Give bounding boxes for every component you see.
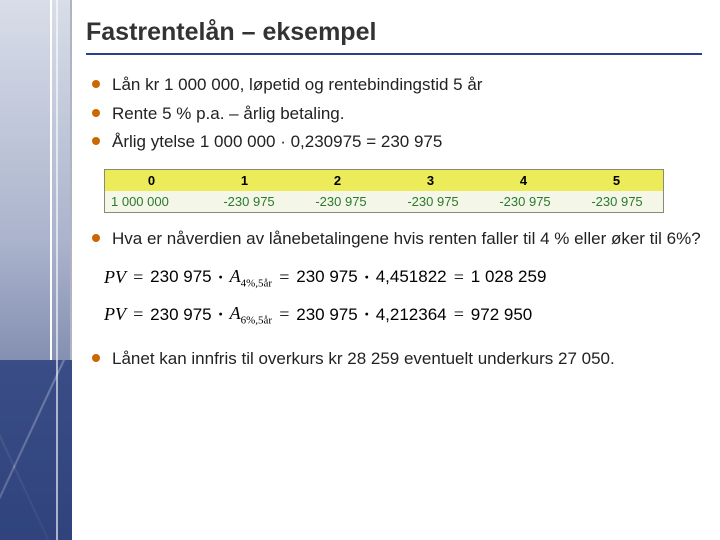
cashflow-table: 0 1 2 3 4 5 1 000 000 -230 975 -230 975 … <box>104 169 664 213</box>
pv-formula-2: PV = 230 975 · A6%,5år = 230 975 · 4,212… <box>104 303 702 327</box>
slide-title: Fastrentelån – eksempel <box>86 18 702 55</box>
period-header: 4 <box>477 170 570 191</box>
period-header: 2 <box>291 170 384 191</box>
cashflow-header-row: 0 1 2 3 4 5 <box>105 170 663 191</box>
factor-value: 4,212364 <box>376 305 447 325</box>
equals: = <box>278 267 290 288</box>
period-header: 0 <box>105 170 198 191</box>
factor-value: 4,451822 <box>376 267 447 287</box>
bullet-list-middle: Hva er nåverdien av lånebetalingene hvis… <box>86 227 702 252</box>
result-value: 1 028 259 <box>471 267 547 287</box>
bullet-list-top: Lån kr 1 000 000, løpetid og rentebindin… <box>86 73 702 155</box>
decorative-sidebar-pattern <box>0 360 72 540</box>
equals: = <box>132 304 144 325</box>
bullet-item: Lånet kan innfris til overkurs kr 28 259… <box>86 347 702 372</box>
payment-value: 230 975 <box>296 267 357 287</box>
slide-content: Fastrentelån – eksempel Lån kr 1 000 000… <box>86 18 702 522</box>
cashflow-value: -230 975 <box>295 191 387 212</box>
period-header: 5 <box>570 170 663 191</box>
period-header: 1 <box>198 170 291 191</box>
decorative-sidebar <box>0 0 72 540</box>
bullet-item: Rente 5 % p.a. – årlig betaling. <box>86 102 702 127</box>
bullet-item: Årlig ytelse 1 000 000 · 0,230975 = 230 … <box>86 130 702 155</box>
cashflow-value: -230 975 <box>203 191 295 212</box>
cashflow-value: -230 975 <box>387 191 479 212</box>
result-value: 972 950 <box>471 305 532 325</box>
payment-value: 230 975 <box>296 305 357 325</box>
payment-value: 230 975 <box>150 267 211 287</box>
annuity-factor: A6%,5år <box>230 303 272 327</box>
multiply-dot: · <box>218 304 224 325</box>
multiply-dot: · <box>218 267 224 288</box>
equals: = <box>132 267 144 288</box>
multiply-dot: · <box>364 267 370 288</box>
period-header: 3 <box>384 170 477 191</box>
cashflow-value: -230 975 <box>571 191 663 212</box>
pv-symbol: PV <box>104 267 126 288</box>
payment-value: 230 975 <box>150 305 211 325</box>
annuity-factor: A4%,5år <box>230 266 272 290</box>
pv-symbol: PV <box>104 304 126 325</box>
equals: = <box>278 304 290 325</box>
bullet-item: Lån kr 1 000 000, løpetid og rentebindin… <box>86 73 702 98</box>
equals: = <box>453 304 465 325</box>
bullet-item: Hva er nåverdien av lånebetalingene hvis… <box>86 227 702 252</box>
multiply-dot: · <box>364 304 370 325</box>
equals: = <box>453 267 465 288</box>
bullet-list-bottom: Lånet kan innfris til overkurs kr 28 259… <box>86 347 702 372</box>
cashflow-value: -230 975 <box>479 191 571 212</box>
pv-formula-1: PV = 230 975 · A4%,5år = 230 975 · 4,451… <box>104 266 702 290</box>
cashflow-value-row: 1 000 000 -230 975 -230 975 -230 975 -23… <box>105 191 663 212</box>
cashflow-value: 1 000 000 <box>105 191 203 212</box>
